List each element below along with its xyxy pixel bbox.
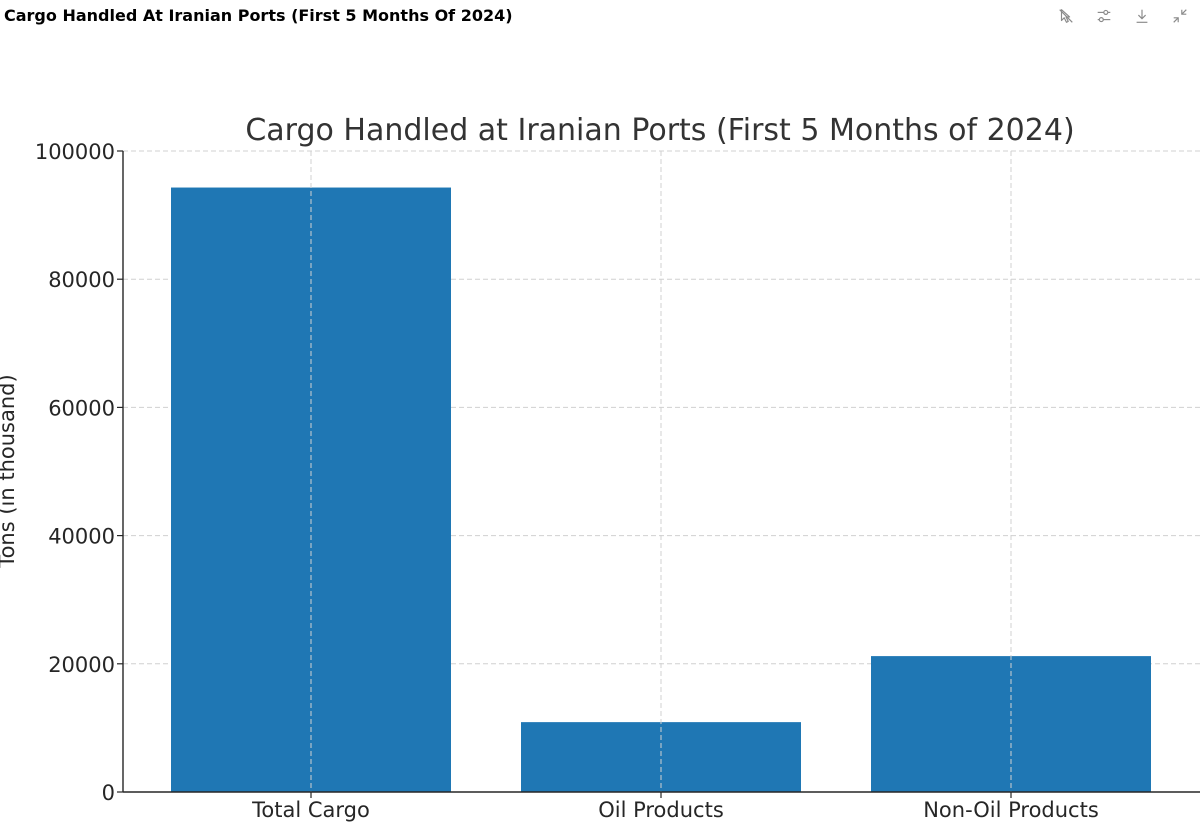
collapse-button[interactable] bbox=[1168, 4, 1192, 28]
y-axis-label: Tons (in thousand) bbox=[0, 374, 19, 568]
sliders-icon bbox=[1097, 9, 1111, 23]
chart-header: Cargo Handled At Iranian Ports (First 5 … bbox=[0, 0, 1200, 36]
x-tick-label: Total Cargo bbox=[251, 798, 370, 822]
y-tick-label: 0 bbox=[102, 781, 115, 805]
x-tick-label: Oil Products bbox=[598, 798, 724, 822]
bar-oil-products bbox=[521, 722, 801, 792]
y-tick-label: 20000 bbox=[48, 653, 115, 677]
interactivity-toggle-button[interactable] bbox=[1054, 4, 1078, 28]
y-tick-label: 100000 bbox=[35, 140, 115, 164]
y-tick-label: 60000 bbox=[48, 396, 115, 420]
y-tick-label: 80000 bbox=[48, 268, 115, 292]
download-button[interactable] bbox=[1130, 4, 1154, 28]
collapse-icon bbox=[1173, 9, 1187, 23]
chart-toolbar bbox=[1054, 4, 1192, 28]
y-tick-label: 40000 bbox=[48, 525, 115, 549]
x-tick-label: Non-Oil Products bbox=[923, 798, 1099, 822]
download-icon bbox=[1136, 9, 1148, 23]
chart-settings-button[interactable] bbox=[1092, 4, 1116, 28]
page-title: Cargo Handled At Iranian Ports (First 5 … bbox=[4, 6, 513, 25]
cursor-off-icon bbox=[1059, 9, 1073, 23]
chart-title: Cargo Handled at Iranian Ports (First 5 … bbox=[245, 113, 1074, 148]
